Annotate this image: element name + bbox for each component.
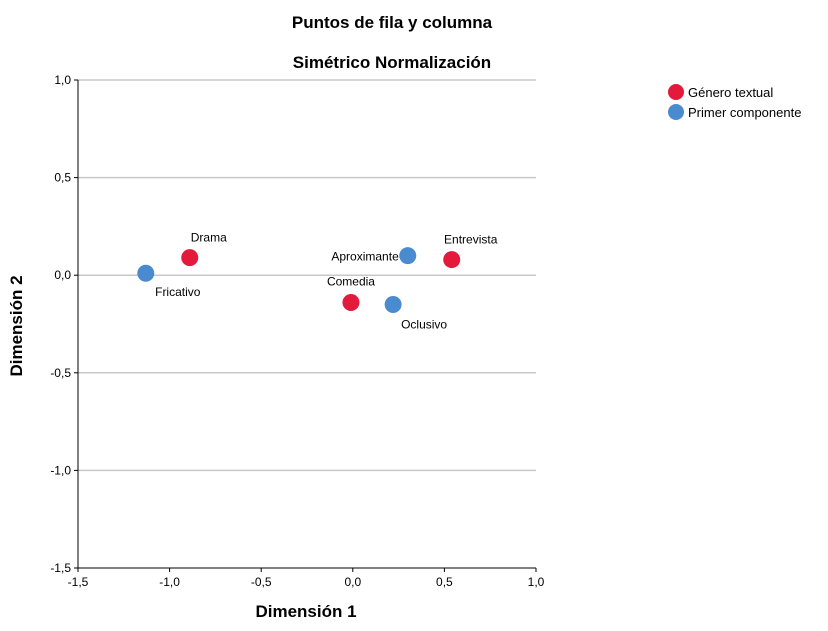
data-point-aproximante [399, 247, 417, 265]
point-label-fricativo: Fricativo [155, 285, 201, 299]
data-point-comedia [342, 294, 360, 312]
legend-label: Género textual [688, 85, 773, 100]
data-point-oclusivo [384, 295, 402, 313]
x-tick-label: -1,5 [68, 575, 89, 589]
data-points [137, 247, 461, 313]
y-tick-label: -1,5 [50, 561, 71, 575]
y-axis-title: Dimensión 2 [7, 275, 26, 376]
legend-label: Primer componente [688, 105, 801, 120]
data-point-drama [181, 249, 199, 267]
y-tick-label: -0,5 [50, 366, 71, 380]
y-tick-label: 0,5 [54, 171, 71, 185]
point-label-drama: Drama [191, 231, 227, 245]
data-point-entrevista [443, 251, 461, 269]
x-tick-label: -0,5 [251, 575, 272, 589]
x-tick-label: 1,0 [528, 575, 545, 589]
chart-title: Puntos de fila y columna [292, 13, 493, 32]
legend-marker [668, 104, 684, 120]
point-label-entrevista: Entrevista [444, 233, 498, 247]
x-tick-label: 0,5 [436, 575, 453, 589]
x-axis-title: Dimensión 1 [255, 602, 356, 621]
axes [74, 79, 537, 572]
legend-marker [668, 84, 684, 100]
tick-labels: -1,5 -1,0 -0,5 0,0 0,5 1,0 -1,5 -1,0 -0,5 0,0 0,5 1… [50, 73, 544, 589]
point-label-aproximante: Aproximante [331, 250, 399, 264]
gridlines [78, 79, 536, 472]
point-labels: Drama Comedia Entrevista Fricativo Aproximan… [155, 231, 498, 332]
point-label-oclusivo: Oclusivo [401, 317, 447, 331]
y-tick-label: 1,0 [54, 73, 71, 87]
data-point-fricativo [137, 264, 155, 282]
x-tick-label: 0,0 [344, 575, 361, 589]
legend: Género textual Primer componente [668, 84, 801, 120]
y-tick-label: 0,0 [54, 268, 71, 282]
x-tick-label: -1,0 [159, 575, 180, 589]
chart-subtitle: Simétrico Normalización [293, 53, 491, 72]
y-tick-label: -1,0 [50, 463, 71, 477]
point-label-comedia: Comedia [327, 275, 375, 289]
